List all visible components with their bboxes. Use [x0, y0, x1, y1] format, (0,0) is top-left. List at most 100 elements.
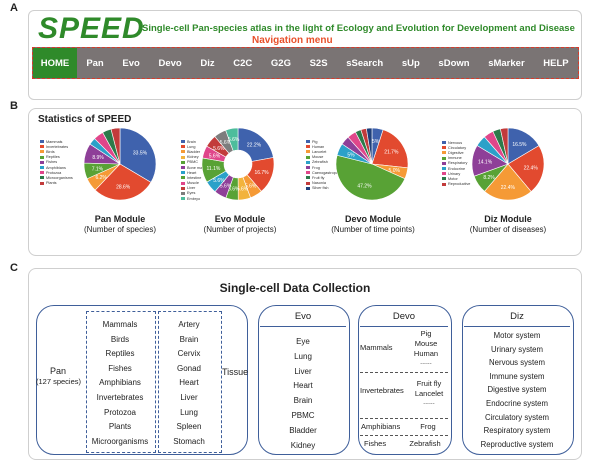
- pie-data-label: 7.1%: [92, 166, 104, 172]
- panel-label-b: B: [10, 100, 18, 112]
- legend-label: Reproductive: [448, 182, 471, 187]
- legend-swatch: [181, 197, 185, 201]
- legend-label: Muscle: [187, 181, 200, 186]
- pan-group-box: [36, 305, 248, 455]
- devo-invertebrates-lancelet: Lancelet: [414, 389, 444, 398]
- devo-amphibians-frog: Frog: [420, 422, 436, 431]
- nav-devo[interactable]: Devo: [158, 57, 182, 69]
- pie-data-label: 5%: [372, 139, 380, 145]
- legend-label: Microorganisms: [46, 175, 73, 180]
- navigation-bar: HOME Pan Evo Devo Diz C2C G2G S2S sSearc…: [32, 47, 579, 79]
- legend-swatch: [306, 176, 310, 180]
- pie-data-label: 5.0%: [389, 168, 401, 174]
- legend-entry-bone-marrow: Bone marrow: [181, 165, 210, 170]
- diz-item-list: Motor system Urinary system Nervous system…: [462, 329, 572, 451]
- legend-label: Nervous: [448, 140, 463, 145]
- pie-slice-mammals: [119, 127, 157, 183]
- legend-swatch: [40, 166, 44, 170]
- legend-swatch: [181, 191, 185, 195]
- devo-amphibians-label: Amphibians: [361, 422, 401, 431]
- nav-ssearch[interactable]: sSearch: [346, 57, 384, 69]
- pan-tissue-item-artery: Artery: [178, 320, 200, 329]
- collection-panel: [28, 268, 582, 460]
- legend-entry-respiratory: Respiratory: [442, 161, 470, 166]
- nav-pan[interactable]: Pan: [86, 57, 104, 69]
- evo-legend: Brain Lung Bladder Kidney PBMC Bone marrow Hea…: [181, 139, 210, 201]
- pan-species-item-protozoa: Protozoa: [103, 407, 137, 417]
- diz-item-respiratory-system: Respiratory system: [483, 426, 551, 436]
- pie-slice-silver-fish: [366, 127, 373, 165]
- diz-module-title: Diz Module: [484, 214, 532, 224]
- pan-species-item-reptiles: Reptiles: [105, 349, 135, 359]
- nav-g2g[interactable]: G2G: [270, 57, 291, 69]
- legend-label: Bone marrow: [187, 165, 210, 170]
- legend-entry-motor: Motor: [442, 176, 470, 181]
- nav-s2s[interactable]: S2S: [309, 57, 328, 69]
- nav-help[interactable]: HELP: [543, 57, 569, 69]
- diz-divider: [464, 326, 570, 327]
- pan-tissue-item-brain: Brain: [179, 334, 199, 344]
- pan-tissue-item-liver: Liver: [180, 392, 198, 402]
- pan-tissue-item-spleen: Spleen: [176, 422, 202, 432]
- pie-data-label: 33.5%: [133, 150, 148, 156]
- nav-diz[interactable]: Diz: [200, 57, 215, 69]
- evo-divider: [260, 326, 346, 327]
- legend-entry-mammals: Mammals: [40, 139, 73, 144]
- diz-item-urinary-system: Urinary system: [491, 344, 543, 354]
- nav-c2c[interactable]: C2C: [233, 57, 253, 69]
- legend-swatch: [40, 171, 44, 175]
- pie-data-label: 22.2%: [247, 143, 262, 149]
- legend-swatch: [181, 176, 185, 180]
- legend-swatch: [442, 151, 446, 155]
- legend-label: Birds: [46, 149, 55, 154]
- legend-label: Fruit fly: [312, 175, 325, 180]
- legend-entry-plants: Plants: [40, 181, 73, 186]
- evo-item-pbmc: PBMC: [291, 410, 315, 420]
- diz-legend: Nervous Circulatory Digestive Immune Respira…: [442, 140, 470, 187]
- legend-entry-circulatory: Circulatory: [442, 145, 470, 150]
- nav-sup[interactable]: sUp: [401, 57, 420, 69]
- legend-swatch: [181, 150, 185, 154]
- pie-data-label: 5%: [347, 152, 355, 158]
- legend-entry-nasonia: Nasonia: [306, 181, 342, 186]
- pan-species-item-fishes: Fishes: [108, 363, 132, 373]
- pie-data-label: 5.6%: [220, 184, 232, 190]
- diz-item-digestive-system: Digestive system: [487, 385, 547, 395]
- legend-entry-reptiles: Reptiles: [40, 155, 73, 160]
- pan-tissue-item-gonad: Gonad: [176, 363, 202, 373]
- nav-smarker[interactable]: sMarker: [488, 57, 525, 69]
- nav-home[interactable]: HOME: [33, 48, 77, 78]
- evo-module-title: Evo Module: [214, 214, 266, 224]
- pie-data-label: 5.6%: [245, 183, 257, 189]
- pan-pie-chart: 33.5% 28.6% 6.2% 7.1% 8.9%: [83, 127, 157, 201]
- legend-entry-pig: Pig: [306, 139, 342, 144]
- legend-entry-silver-fish: Silver fish: [306, 186, 342, 191]
- nav-sdown[interactable]: sDown: [438, 57, 470, 69]
- legend-label: Endocrine: [448, 166, 466, 171]
- legend-swatch: [40, 155, 44, 159]
- nav-evo[interactable]: Evo: [122, 57, 140, 69]
- legend-label: Invertebrates: [46, 144, 69, 149]
- speed-logo[interactable]: SPEED: [38, 12, 145, 45]
- pan-tissue-box: [158, 311, 222, 453]
- devo-module-title: Devo Module: [344, 214, 401, 224]
- pie-data-label: 5.6%: [237, 186, 249, 192]
- legend-label: Liver: [187, 186, 196, 191]
- pie-slice-human: [371, 129, 409, 169]
- legend-label: Amphibians: [46, 165, 66, 170]
- legend-entry-zebrafish: Zebrafish: [306, 160, 342, 165]
- legend-label: Pig: [312, 139, 318, 144]
- legend-entry-bladder: Bladder: [181, 149, 210, 154]
- evo-module-subtitle: (Number of projects): [203, 225, 277, 234]
- legend-label: Protozoa: [46, 170, 62, 175]
- legend-swatch: [442, 177, 446, 181]
- legend-label: Immune: [448, 156, 462, 161]
- pan-legend: Mammals Invertebrates Birds Reptiles Fishes A…: [40, 139, 73, 186]
- legend-entry-immune: Immune: [442, 156, 470, 161]
- pie-data-label: 14.1%: [478, 160, 493, 166]
- legend-swatch: [306, 140, 310, 144]
- devo-mammals-pig: Pig: [420, 329, 432, 338]
- legend-swatch: [306, 160, 310, 164]
- legend-label: Mammals: [46, 139, 63, 144]
- pie-slice-embryo: [225, 127, 239, 152]
